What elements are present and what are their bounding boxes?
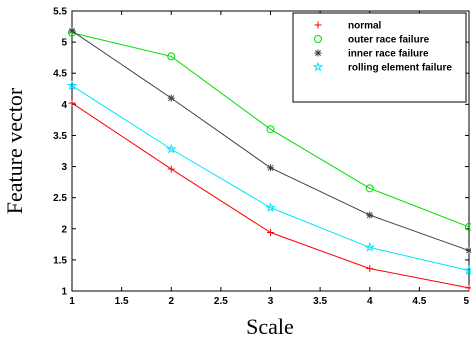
legend-label: normal: [348, 21, 382, 32]
y-tick-label: 4: [61, 100, 67, 111]
data-point: [66, 80, 78, 91]
y-tick-label: 3.5: [53, 131, 67, 142]
y-tick-label: 4.5: [53, 69, 67, 80]
legend-entry: inner race failure: [314, 49, 429, 60]
y-axis-label: Feature vector: [2, 87, 27, 214]
data-point: [465, 222, 471, 231]
y-tick-label: 5.5: [53, 7, 67, 18]
x-tick-label: 2: [168, 296, 174, 307]
x-tick-label: 4.5: [412, 296, 426, 307]
data-point: [167, 165, 175, 173]
legend-marker: [312, 61, 324, 72]
y-tick-label: 3: [61, 162, 67, 173]
y-tick-label: 5: [61, 38, 67, 49]
x-tick-label: 2.5: [214, 296, 228, 307]
legend-label: inner race failure: [348, 49, 429, 60]
legend-marker: [314, 21, 322, 29]
data-point: [265, 202, 276, 213]
y-tick-label: 2.5: [53, 193, 67, 204]
data-point: [365, 184, 374, 193]
series-layer: [66, 27, 471, 292]
data-point: [68, 99, 76, 107]
x-tick-label: 4: [367, 296, 373, 307]
legend-label: rolling element failure: [348, 63, 452, 74]
data-point: [167, 52, 176, 61]
legend-entry: outer race failure: [314, 35, 430, 46]
data-point: [266, 125, 275, 134]
data-point: [165, 143, 177, 154]
ticks: 1 1.5 2 2.5 3 3.5 4 4.5 5 1 1.5 2 2.5 3 3.5 4 4.5 5 5.5: [53, 7, 470, 307]
data-point: [167, 94, 175, 102]
legend-entry: rolling element failure: [312, 61, 452, 74]
data-point: [366, 265, 374, 273]
x-tick-label: 3.5: [313, 296, 327, 307]
y-tick-label: 1: [61, 287, 67, 298]
legend-marker: [314, 35, 322, 43]
x-tick-label: 5: [463, 296, 469, 307]
data-point: [465, 284, 471, 292]
legend-label: outer race failure: [348, 35, 430, 46]
legend-box: [292, 12, 467, 103]
legend-marker: [314, 49, 322, 57]
y-tick-label: 2: [61, 224, 67, 235]
legend-entry: normal: [314, 21, 382, 32]
x-tick-label: 1.5: [115, 296, 129, 307]
data-point: [68, 27, 76, 35]
legend: normal outer race failure inner race failu…: [292, 12, 467, 103]
series-line-3: [71, 85, 470, 271]
data-point: [364, 241, 376, 252]
x-tick-label: 1: [69, 296, 75, 307]
data-point: [267, 229, 274, 237]
y-tick-label: 1.5: [53, 255, 67, 266]
series-line-1: [71, 32, 470, 228]
data-point: [267, 164, 274, 172]
x-axis-label: Scale: [246, 314, 294, 339]
x-tick-label: 3: [268, 296, 274, 307]
data-point: [463, 264, 471, 275]
data-point: [366, 211, 374, 219]
